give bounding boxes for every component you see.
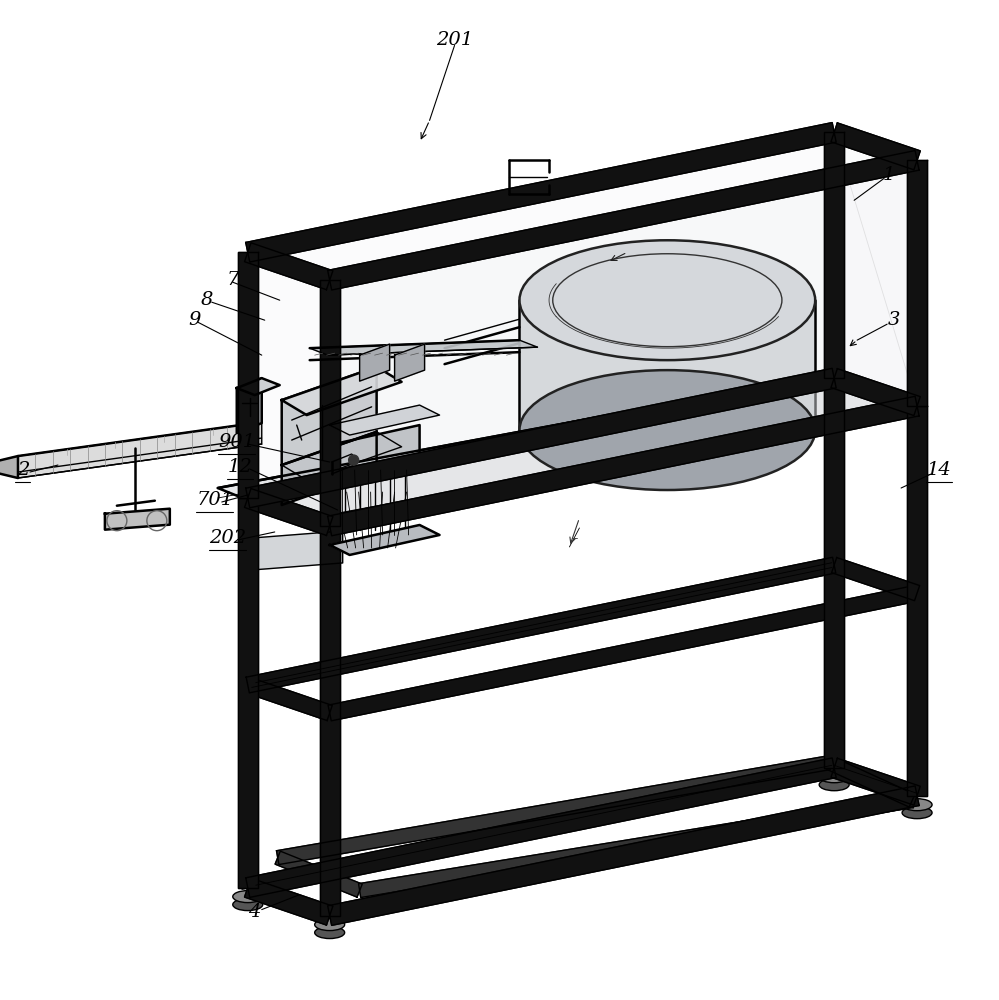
- Polygon shape: [328, 151, 919, 290]
- Text: 9: 9: [189, 311, 201, 329]
- Ellipse shape: [519, 240, 815, 360]
- Polygon shape: [359, 794, 913, 898]
- Text: 8: 8: [201, 291, 213, 309]
- Polygon shape: [834, 132, 917, 406]
- Ellipse shape: [233, 899, 263, 911]
- Polygon shape: [246, 758, 836, 897]
- Circle shape: [349, 455, 359, 465]
- Polygon shape: [282, 367, 377, 465]
- Text: 201: 201: [436, 31, 474, 49]
- Polygon shape: [826, 756, 915, 807]
- Polygon shape: [253, 531, 343, 570]
- Polygon shape: [246, 557, 836, 693]
- Polygon shape: [218, 373, 917, 521]
- Polygon shape: [275, 851, 363, 897]
- Text: 3: 3: [888, 311, 900, 329]
- Ellipse shape: [233, 891, 263, 903]
- Polygon shape: [245, 677, 333, 721]
- Polygon shape: [282, 432, 377, 505]
- Text: 701: 701: [196, 491, 234, 509]
- Polygon shape: [328, 786, 919, 925]
- Polygon shape: [0, 456, 18, 478]
- Text: 2: 2: [17, 461, 29, 479]
- Polygon shape: [246, 368, 836, 508]
- Polygon shape: [105, 509, 170, 530]
- Polygon shape: [238, 498, 258, 888]
- Polygon shape: [248, 132, 834, 498]
- Polygon shape: [328, 396, 919, 536]
- Text: 202: 202: [209, 529, 247, 547]
- Polygon shape: [310, 340, 537, 355]
- Polygon shape: [320, 280, 340, 526]
- Text: 901: 901: [218, 433, 256, 451]
- Polygon shape: [360, 344, 390, 381]
- Polygon shape: [330, 525, 440, 555]
- Polygon shape: [245, 243, 333, 290]
- Polygon shape: [824, 132, 844, 378]
- Polygon shape: [237, 378, 280, 395]
- Polygon shape: [824, 378, 844, 768]
- Polygon shape: [18, 422, 262, 478]
- Polygon shape: [245, 489, 333, 535]
- Polygon shape: [328, 585, 919, 721]
- Polygon shape: [831, 369, 920, 416]
- Polygon shape: [330, 160, 917, 526]
- Ellipse shape: [902, 799, 932, 811]
- Text: 14: 14: [927, 461, 951, 479]
- Polygon shape: [277, 756, 830, 865]
- Text: 12: 12: [228, 458, 252, 476]
- Polygon shape: [907, 406, 927, 796]
- Polygon shape: [282, 432, 402, 480]
- Polygon shape: [395, 344, 425, 381]
- Polygon shape: [238, 252, 258, 498]
- Ellipse shape: [902, 807, 932, 819]
- Ellipse shape: [819, 771, 849, 783]
- Ellipse shape: [315, 927, 345, 939]
- Polygon shape: [237, 378, 262, 433]
- Text: 1: 1: [883, 166, 895, 184]
- Text: 4: 4: [249, 903, 261, 921]
- Polygon shape: [245, 878, 333, 925]
- Ellipse shape: [315, 919, 345, 931]
- Polygon shape: [831, 558, 920, 601]
- Text: 7: 7: [227, 271, 239, 289]
- Polygon shape: [330, 425, 420, 485]
- Polygon shape: [831, 758, 920, 805]
- Polygon shape: [330, 405, 440, 435]
- Polygon shape: [907, 160, 927, 406]
- Polygon shape: [246, 123, 836, 262]
- Polygon shape: [831, 123, 920, 170]
- Polygon shape: [519, 300, 815, 430]
- Polygon shape: [320, 526, 340, 916]
- Polygon shape: [282, 367, 402, 415]
- Ellipse shape: [519, 370, 815, 490]
- Ellipse shape: [819, 779, 849, 791]
